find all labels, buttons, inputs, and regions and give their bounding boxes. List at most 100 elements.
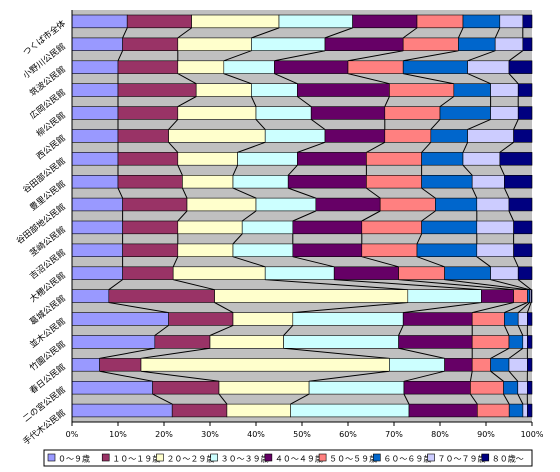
legend-swatch [264,453,273,462]
bar-segment [117,152,179,166]
bar-segment [264,266,335,280]
bar-segment [416,243,478,257]
bar-segment [444,266,491,280]
bar-segment [71,129,119,143]
bar-segment [517,312,528,326]
x-tick-label: 10% [109,430,127,439]
bar-segment [297,83,390,97]
bar-segment [527,335,533,349]
bar-segment [462,14,501,29]
bar-segment [126,14,192,29]
bar-segment [476,197,510,212]
bar-segment [527,289,531,303]
bar-segment [108,289,215,303]
bar-segment [462,152,501,166]
bar-segment [71,197,123,212]
bar-segment [490,106,519,120]
bar-segment [172,266,266,280]
bar-segment [297,152,367,166]
bar-segment [71,106,119,120]
legend-label: ０～９歳 [58,454,90,464]
bar-segment [292,220,363,235]
bar-segment [471,312,505,326]
bar-segment [71,243,123,257]
bar-segment [513,243,533,257]
legend-label: ４０～４９歳 [275,454,323,464]
bar-segment [481,289,514,303]
legend-swatch [47,453,56,462]
connector-line [462,27,531,405]
bar-segment [182,175,234,189]
legend-label: １０～１９歳 [112,454,160,464]
bar-segment [503,380,518,395]
bar-segment [117,106,179,120]
bar-segment [310,106,386,120]
bar-segment [71,380,153,395]
legend-swatch [373,453,381,462]
bar-segment [527,358,533,372]
bar-segment [421,220,478,235]
connector-line [274,27,482,405]
legend-swatch [318,453,327,462]
bar-segment [389,83,455,97]
x-tick-label: 60% [339,430,357,439]
bar-segment [177,220,243,235]
bar-segment [241,220,294,235]
bar-segment [154,335,211,349]
bar-segment [407,289,482,303]
bar-segment [152,380,220,395]
bar-segment [499,14,524,29]
bar-segment [308,380,405,395]
legend-swatch [427,453,435,462]
bar-segment [324,129,386,143]
legend-label: ３０～３９歳 [221,454,269,464]
bar-segment [402,37,459,52]
legend-label: ８０歳～ [492,454,524,464]
bar-segment [283,335,399,349]
bar-segment [517,266,533,280]
bar-segment [508,197,533,212]
bar-segment [402,312,473,326]
bar-segment [264,129,326,143]
bar-segment [530,289,533,303]
connector-line [99,27,173,405]
bar-segment [421,175,473,189]
bar-segment [287,175,367,189]
x-axis-ticks: 0% 10% 20% 30% 40% 50% 60% 70% 80% 90% 100% [66,422,544,439]
bar-segment [195,83,252,97]
legend-box [43,449,533,467]
bar-segment [274,60,349,74]
bar-segment [117,129,169,143]
bar-segment [522,403,528,418]
bar-segment [494,37,524,52]
bar-segment [122,266,174,280]
bar-segment [453,83,491,97]
x-tick-label: 70% [385,430,403,439]
bar-segment [122,243,179,257]
bar-segment [71,14,128,29]
bar-segment [504,175,533,189]
bar-segment [290,403,410,418]
connector-line [223,27,408,405]
bar-segment [117,83,197,97]
legend-label: ６０～６９歳 [383,454,431,464]
bar-segment [458,37,496,52]
bar-segment [168,312,234,326]
bar-segment [467,129,514,143]
bar-segment [292,243,363,257]
bar-segment [122,37,179,52]
plot-area [72,10,532,422]
bar-segment [517,106,533,120]
bar-segment [408,403,478,418]
bar-segment [122,220,179,235]
bar-segment [255,197,317,212]
bar-segment [366,175,422,189]
bar-segment [71,358,100,372]
legend-swatch [210,453,218,462]
connector-line [347,27,514,405]
bar-segment [218,380,310,395]
bar-segment [513,289,528,303]
bar-segment [315,197,381,212]
bar-segment [333,266,399,280]
